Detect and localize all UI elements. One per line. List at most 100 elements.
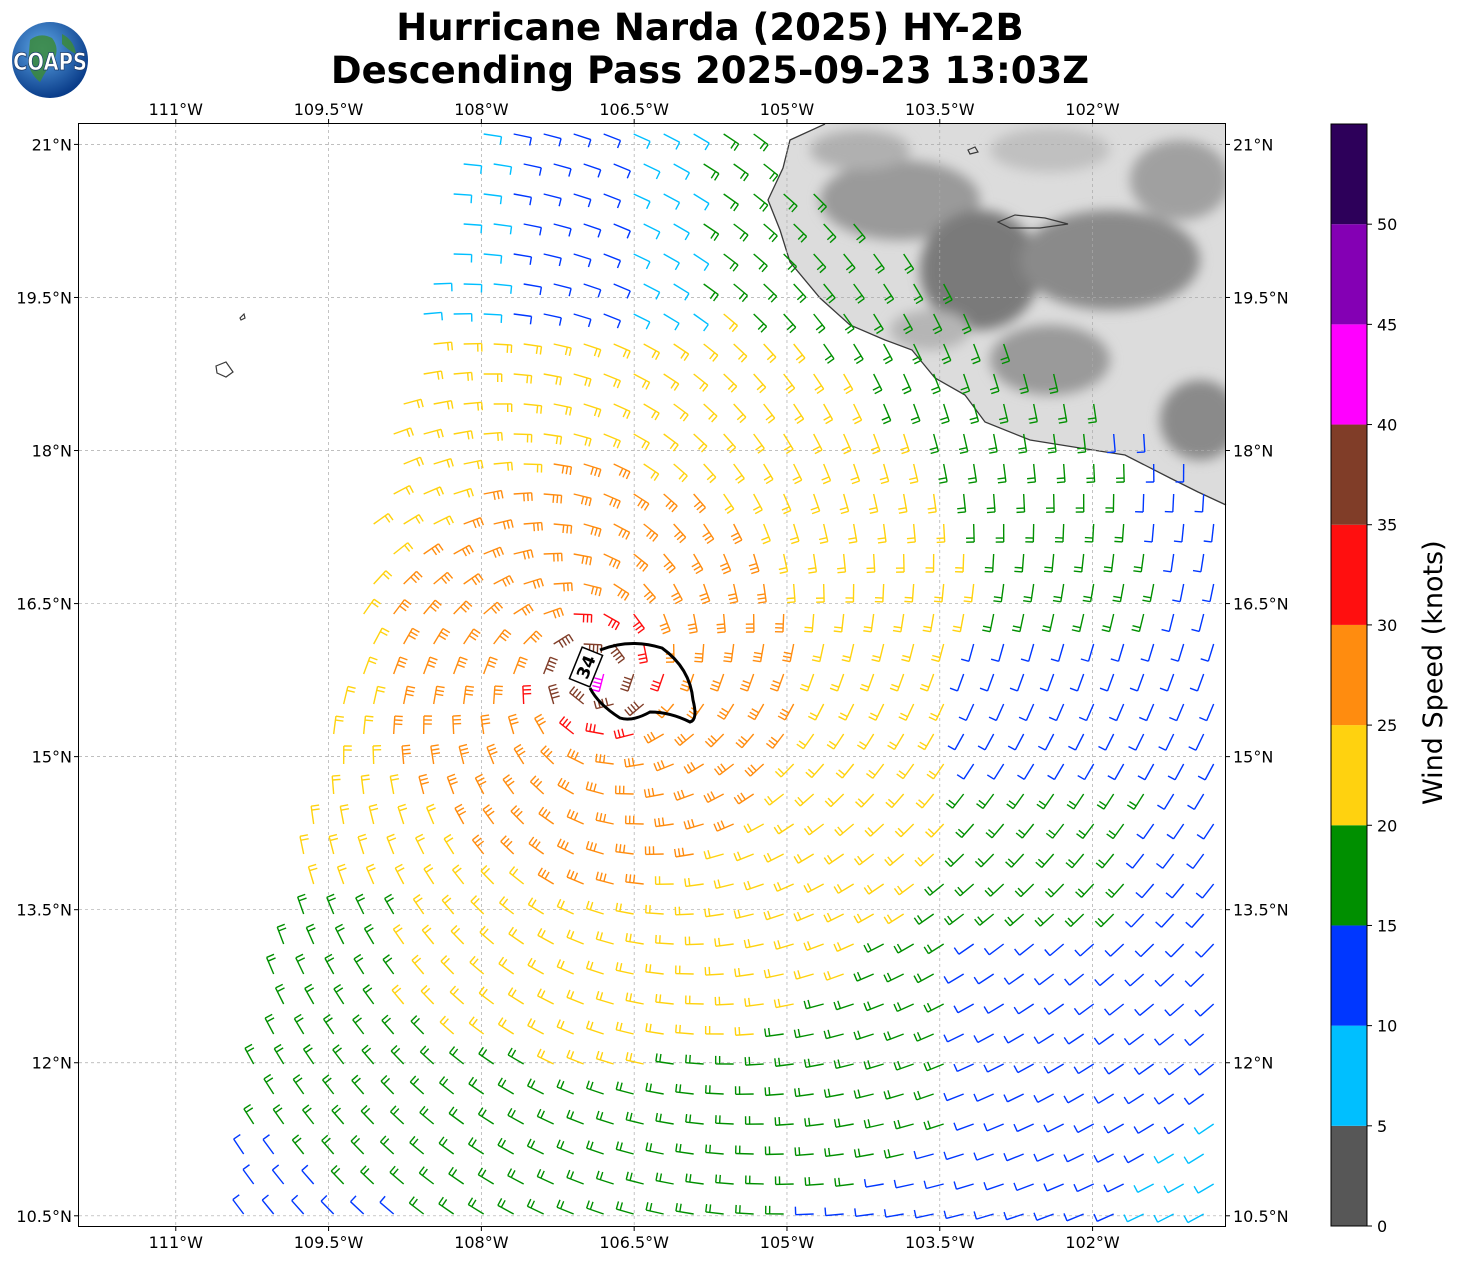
wind-barb [613, 523, 631, 540]
wind-barb [685, 1054, 704, 1065]
wind-barb [813, 313, 826, 334]
colorbar-tick-label: 5 [1377, 1117, 1387, 1136]
wind-barb [673, 283, 690, 301]
wind-barb [733, 163, 749, 182]
wind-barb [585, 1140, 604, 1155]
wind-barb [873, 253, 885, 274]
wind-barb [389, 774, 400, 795]
wind-barb [1063, 1213, 1084, 1222]
wind-barb [566, 1169, 584, 1185]
wind-barb [703, 163, 720, 181]
wind-barb [1200, 643, 1215, 662]
colorbar-tick-label: 35 [1377, 516, 1397, 535]
wind-barb [884, 853, 905, 867]
wind-barb [1103, 1063, 1125, 1075]
wind-barb [952, 613, 965, 633]
colorbar-tick-label: 30 [1377, 616, 1397, 635]
wind-barb [850, 463, 861, 485]
wind-barb [384, 893, 395, 915]
wind-barb [274, 983, 285, 1005]
wind-barb [913, 1209, 934, 1219]
wind-barb [893, 883, 915, 896]
wind-barb [733, 909, 754, 919]
wind-barb [908, 463, 919, 485]
wind-barb [786, 583, 796, 604]
wind-barb [1163, 553, 1175, 573]
wind-barb [583, 343, 602, 358]
wind-barb [613, 223, 631, 239]
wind-barb [834, 1177, 854, 1187]
wind-barb [615, 1201, 634, 1215]
wind-barb [433, 400, 454, 410]
wind-barb [299, 834, 309, 855]
wind-barb [789, 523, 800, 545]
wind-barb [540, 745, 555, 765]
lat-tick-label-right: 21°N [1233, 135, 1273, 154]
wind-barb [949, 673, 965, 692]
lon-tick-label-top: 103.5°W [905, 100, 975, 119]
wind-barb [331, 774, 341, 795]
lat-tick-label-left: 13.5°N [16, 901, 72, 920]
wind-barb [1107, 433, 1116, 454]
wind-barb [705, 1144, 724, 1155]
wind-barb [453, 600, 473, 615]
wind-barb [923, 943, 945, 955]
wind-barb [1063, 1153, 1084, 1163]
wind-barb [1025, 523, 1035, 543]
lat-tick-label-left: 16.5°N [16, 595, 72, 614]
wind-barb [883, 913, 905, 925]
colorbar-tick-label: 20 [1377, 816, 1397, 835]
wind-barb [693, 193, 710, 211]
wind-barb [372, 745, 382, 765]
wind-barb [653, 760, 674, 772]
coastline [767, 123, 1227, 506]
wind-barb [674, 906, 694, 916]
wind-barb [1173, 523, 1185, 543]
wind-barb [993, 583, 1005, 603]
wind-barb [1013, 1063, 1035, 1074]
wind-barb [1019, 373, 1029, 395]
wind-barb [523, 283, 543, 296]
wind-barb [763, 910, 784, 921]
wind-barb [556, 898, 574, 915]
wind-barb [901, 373, 912, 395]
wind-barb [393, 427, 414, 438]
wind-barb [675, 1203, 694, 1215]
lon-tick-label-top: 105°W [760, 100, 815, 119]
wind-barb [655, 1172, 674, 1185]
wind-barb [734, 1026, 754, 1036]
wind-barb [1164, 493, 1175, 513]
wind-barb [995, 523, 1005, 543]
wind-barb [643, 787, 664, 798]
wind-barb [705, 1203, 724, 1215]
wind-barb [1004, 913, 1025, 927]
wind-barb [556, 1019, 574, 1035]
wind-barb [556, 959, 574, 975]
wind-barb [739, 673, 755, 692]
wind-barb [853, 853, 875, 866]
wind-barb [903, 253, 915, 275]
wind-barb [714, 1115, 734, 1125]
wind-barb [879, 463, 890, 485]
wind-barb [773, 998, 794, 1009]
wind-barb [923, 1061, 944, 1072]
wind-barb [745, 613, 755, 633]
wind-barb [493, 519, 514, 530]
wind-barb [783, 253, 798, 273]
wind-barb [507, 987, 525, 1005]
wind-barb [423, 428, 444, 439]
wind-barb [411, 954, 425, 975]
wind-barb [807, 553, 818, 574]
wind-barb [714, 1055, 734, 1065]
wind-barb [923, 1120, 944, 1131]
wind-barb [944, 853, 965, 868]
wind-barb [498, 956, 515, 975]
wind-barb [1006, 793, 1025, 810]
wind-barb [654, 876, 674, 885]
wind-barb [433, 515, 454, 526]
wind-barb [674, 733, 695, 746]
wind-barb [763, 343, 777, 364]
wind-barb [402, 685, 416, 705]
wind-barb [1123, 1093, 1145, 1105]
wind-barb [1058, 403, 1068, 424]
